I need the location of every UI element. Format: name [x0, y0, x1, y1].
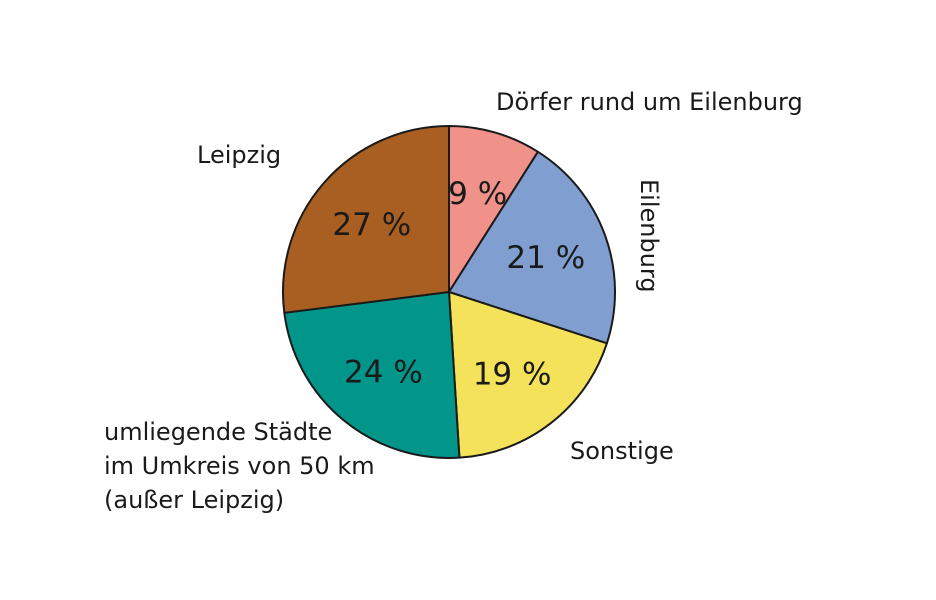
- pie-value-label-0: 9 %: [448, 176, 507, 212]
- pie-slice-2: [448, 291, 608, 459]
- pie-slice-1: [448, 150, 617, 345]
- pie-value-label-2: 19 %: [473, 356, 552, 392]
- label-umliegende-line3: (außer Leipzig): [104, 486, 284, 514]
- pie-slice-3: [283, 291, 461, 459]
- label-umliegende-line2: im Umkreis von 50 km: [104, 452, 375, 480]
- pie-slice-4: [282, 125, 450, 314]
- label-doerfer: Dörfer rund um Eilenburg: [496, 88, 803, 116]
- pie-value-label-1: 21 %: [506, 240, 585, 276]
- label-umliegende-line1: umliegende Städte: [104, 418, 332, 446]
- pie-value-label-4: 27 %: [332, 207, 411, 243]
- pie-slices: [282, 125, 617, 459]
- pie-slice-0: [448, 125, 539, 293]
- pie-value-label-3: 24 %: [344, 354, 423, 390]
- label-leipzig: Leipzig: [197, 141, 281, 169]
- pie-value-labels: 9 % 21 % 19 % 24 % 27 %: [332, 176, 585, 392]
- label-sonstige: Sonstige: [570, 437, 674, 465]
- label-eilenburg: Eilenburg: [635, 179, 663, 293]
